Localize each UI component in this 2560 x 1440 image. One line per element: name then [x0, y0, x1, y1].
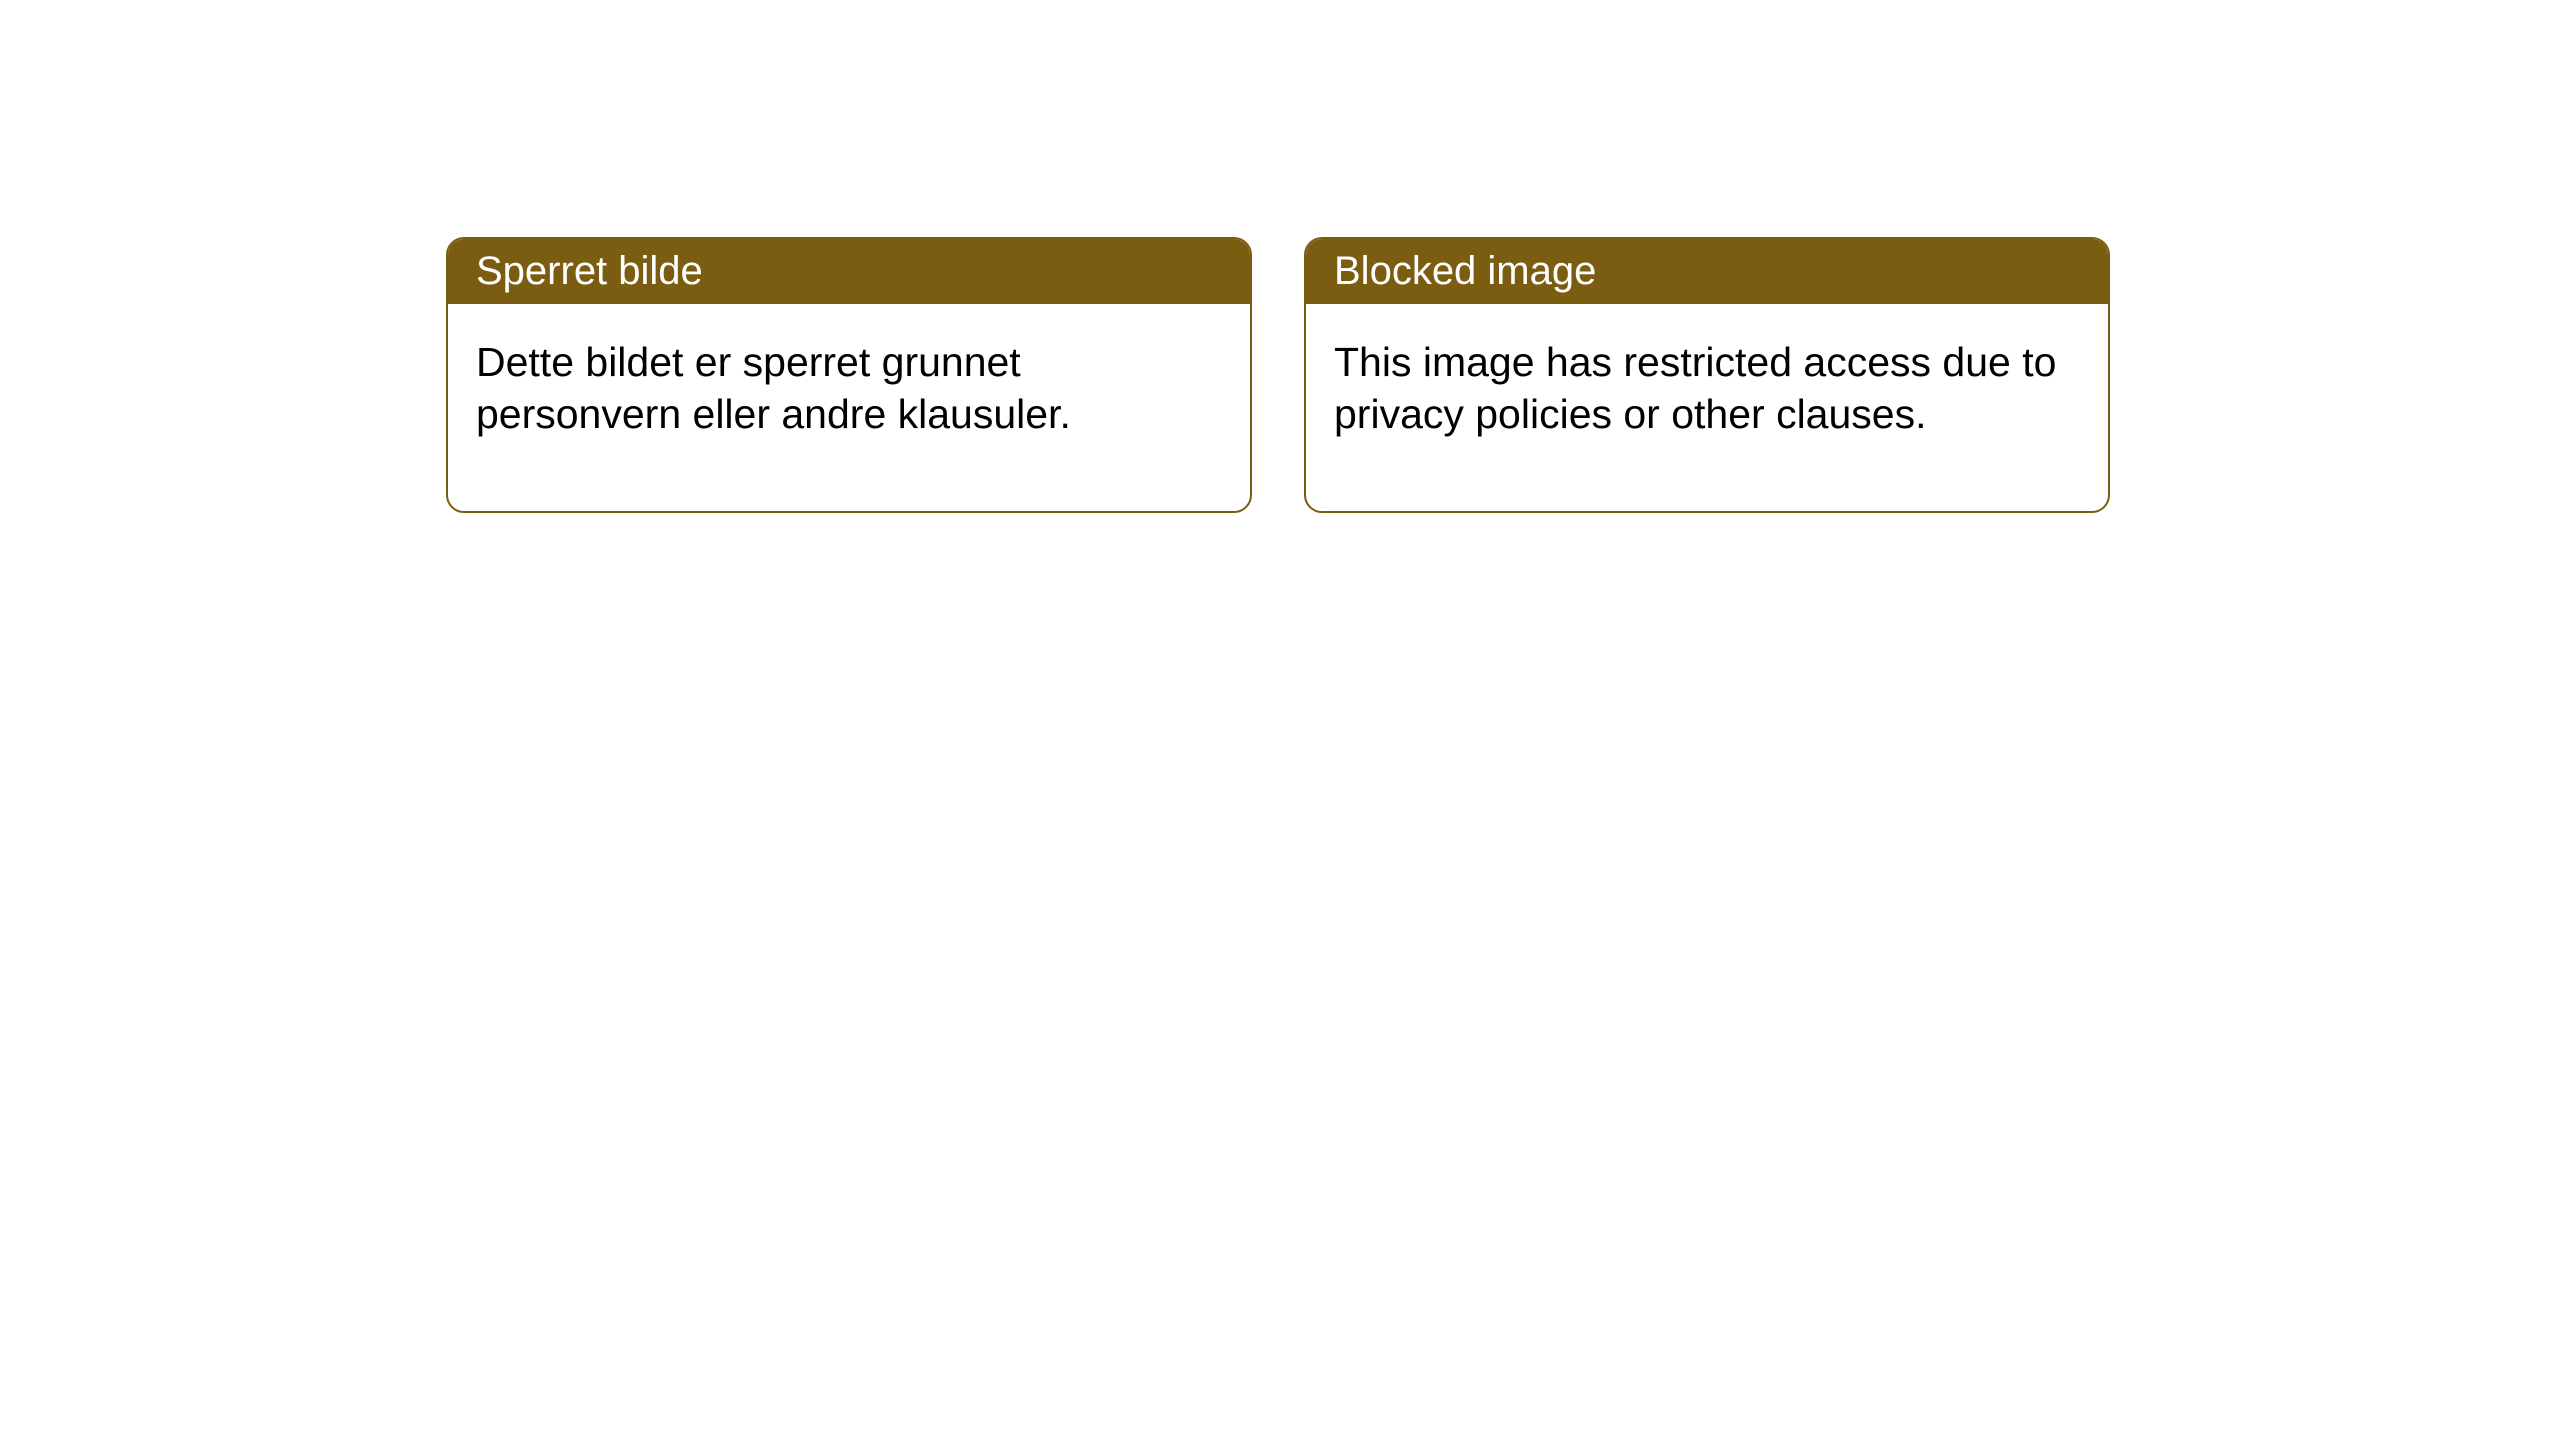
card-container: Sperret bilde Dette bildet er sperret gr…	[446, 237, 2110, 513]
card-body: Dette bildet er sperret grunnet personve…	[448, 304, 1250, 511]
card-header: Sperret bilde	[448, 239, 1250, 304]
blocked-image-card-english: Blocked image This image has restricted …	[1304, 237, 2110, 513]
card-header: Blocked image	[1306, 239, 2108, 304]
blocked-image-card-norwegian: Sperret bilde Dette bildet er sperret gr…	[446, 237, 1252, 513]
card-body: This image has restricted access due to …	[1306, 304, 2108, 511]
